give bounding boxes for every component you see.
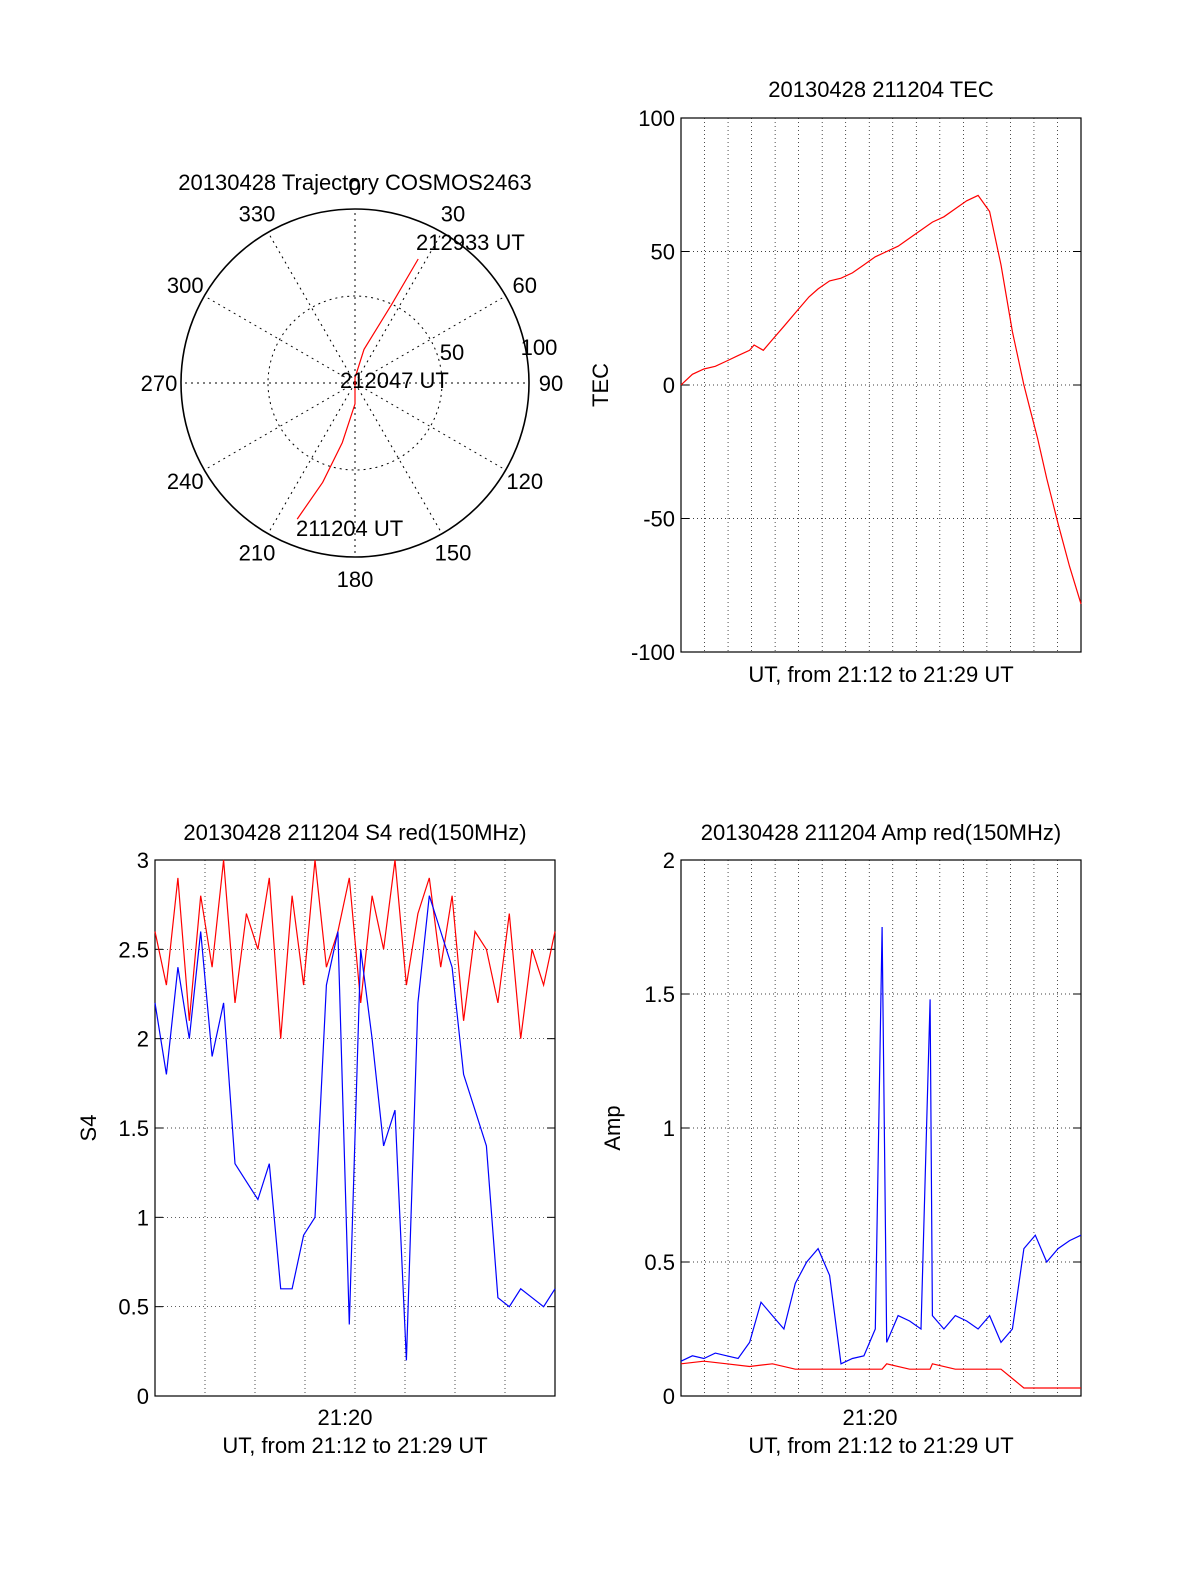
polar-spoke — [354, 232, 443, 384]
amp-ytick-label: 0 — [663, 1384, 675, 1409]
polar-spoke — [204, 382, 356, 471]
polar-trajectory-panel: 20130428 Trajectory COSMOS2463 0 30 60 90 12… — [141, 170, 564, 592]
polar-spoke — [267, 382, 356, 534]
amp-ytick-label: 1 — [663, 1116, 675, 1141]
polar-angle-label: 240 — [167, 469, 204, 494]
polar-angle-label: 120 — [506, 469, 543, 494]
polar-spoke — [354, 295, 506, 384]
polar-grid — [180, 208, 530, 558]
polar-angle-label: 300 — [167, 273, 204, 298]
amp-ytick-label: 2 — [663, 848, 675, 873]
tec-y-tick-labels: -100 -50 0 50 100 — [631, 106, 675, 665]
tec-xlabel: UT, from 21:12 to 21:29 UT — [748, 662, 1013, 687]
tec-ytick-label: 50 — [651, 240, 675, 265]
amp-ytick-label: 0.5 — [644, 1250, 675, 1275]
s4-xtick-label: 21:20 — [317, 1405, 372, 1430]
s4-ytick-label: 2 — [137, 1027, 149, 1052]
tec-panel: 20130428 211204 TEC -100 -50 0 50 100 TEC UT… — [588, 77, 1082, 687]
polar-radial-labels: 50 100 — [440, 335, 558, 365]
polar-angle-label: 0 — [349, 175, 361, 200]
polar-radial-label: 50 — [440, 340, 464, 365]
s4-ytick-label: 0.5 — [118, 1295, 149, 1320]
tec-grid — [681, 117, 1081, 653]
polar-spoke — [354, 382, 506, 471]
tec-title: 20130428 211204 TEC — [768, 77, 994, 102]
amp-ytick-label: 1.5 — [644, 982, 675, 1007]
polar-angle-label: 150 — [435, 541, 472, 566]
polar-angle-label: 210 — [239, 541, 276, 566]
polar-angle-labels: 0 30 60 90 120 150 180 210 240 270 300 330 — [141, 175, 564, 592]
polar-angle-label: 180 — [337, 567, 374, 592]
annotation-end-time: 212933 UT — [416, 230, 525, 255]
s4-red-series-line — [154, 859, 556, 1039]
s4-ytick-label: 2.5 — [118, 937, 149, 962]
polar-angle-label: 30 — [441, 201, 465, 226]
polar-outer-circle — [180, 208, 530, 558]
polar-spoke — [204, 295, 356, 384]
amp-xlabel: UT, from 21:12 to 21:29 UT — [748, 1433, 1013, 1458]
annotation-start-time: 211204 UT — [296, 516, 403, 541]
trajectory-line — [296, 258, 419, 520]
tec-series-line — [680, 194, 1082, 605]
annotation-mid-time: 212047 UT — [340, 368, 449, 393]
s4-title: 20130428 211204 S4 red(150MHz) — [183, 820, 526, 845]
s4-ytick-label: 3 — [137, 848, 149, 873]
s4-ytick-label: 0 — [137, 1384, 149, 1409]
amp-xtick-label: 21:20 — [842, 1405, 897, 1430]
amp-red-series-line — [680, 1360, 1081, 1389]
polar-angle-label: 270 — [141, 371, 178, 396]
polar-angle-label: 90 — [539, 371, 563, 396]
polar-title: 20130428 Trajectory COSMOS2463 — [178, 170, 531, 195]
tec-ytick-label: -50 — [643, 507, 675, 532]
polar-angle-label: 330 — [239, 201, 276, 226]
s4-ytick-label: 1 — [137, 1205, 149, 1230]
amp-grid — [681, 859, 1081, 1397]
s4-ylabel: S4 — [76, 1115, 101, 1142]
tec-ylabel: TEC — [588, 363, 613, 407]
s4-y-tick-labels: 0 0.5 1 1.5 2 2.5 3 — [118, 848, 149, 1409]
amp-y-tick-labels: 0 0.5 1 1.5 2 — [644, 848, 675, 1409]
s4-blue-series-line — [154, 895, 556, 1361]
amp-ylabel: Amp — [600, 1105, 625, 1150]
polar-angle-label: 60 — [512, 273, 536, 298]
s4-panel: 20130428 211204 S4 red(150MHz) 0 0.5 1 1.5 2… — [76, 820, 556, 1458]
polar-spoke — [354, 382, 443, 534]
polar-radial-label: 100 — [521, 335, 558, 360]
tec-ytick-label: 100 — [638, 106, 675, 131]
polar-spoke — [267, 232, 356, 384]
s4-xlabel: UT, from 21:12 to 21:29 UT — [222, 1433, 487, 1458]
polar-inner-circle — [267, 295, 443, 471]
tec-ytick-label: -100 — [631, 640, 675, 665]
amp-blue-series-line — [680, 926, 1082, 1365]
amp-panel: 20130428 211204 Amp red(150MHz) 0 0.5 1 1.5… — [600, 820, 1082, 1458]
tec-ytick-label: 0 — [663, 373, 675, 398]
s4-ytick-label: 1.5 — [118, 1116, 149, 1141]
amp-title: 20130428 211204 Amp red(150MHz) — [701, 820, 1061, 845]
